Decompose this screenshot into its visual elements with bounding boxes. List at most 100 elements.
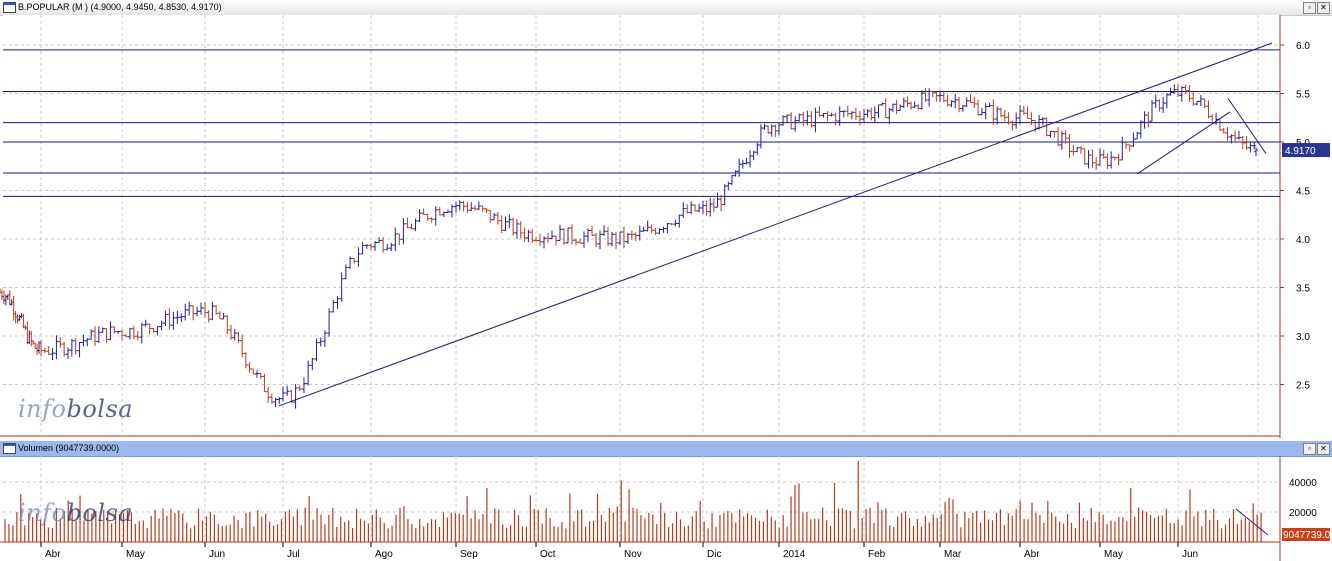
ohlc-bar	[488, 209, 493, 223]
ohlc-bar	[534, 236, 538, 243]
ohlc-bar	[1240, 135, 1245, 150]
ohlc-bar	[785, 114, 790, 123]
ohlc-bar	[833, 112, 838, 126]
price-plot-area	[3, 15, 1280, 436]
ohlc-bar	[393, 227, 398, 251]
x-axis-label: Oct	[540, 549, 556, 560]
ohlc-bar	[633, 232, 638, 242]
ohlc-bar	[108, 321, 113, 341]
ohlc-bar	[1014, 112, 1019, 129]
ohlc-bar	[801, 111, 806, 127]
price-chart[interactable]: 2.53.03.54.04.55.05.56.04.9170	[0, 15, 1332, 438]
ohlc-bar	[1124, 141, 1128, 150]
ohlc-bar	[210, 301, 215, 321]
last-price-label: 4.9170	[1285, 146, 1316, 157]
ohlc-bar	[199, 302, 204, 315]
ohlc-bar	[1090, 149, 1095, 168]
ohlc-bar	[781, 115, 786, 126]
x-axis-label: 2014	[783, 549, 806, 560]
ohlc-bar	[356, 247, 361, 267]
ohlc-bar	[335, 296, 340, 309]
ohlc-bar	[163, 310, 168, 326]
ohlc-bar	[1025, 106, 1030, 120]
ohlc-bar	[503, 216, 508, 231]
ohlc-bar	[1150, 99, 1154, 122]
ohlc-bar	[1229, 134, 1234, 144]
ohlc-bar	[314, 338, 319, 362]
ohlc-bar-last	[1254, 147, 1258, 157]
volume-chart[interactable]: 20000 40000 9047739.0 Abr May Jun Jul Ago Sep Oct…	[0, 456, 1332, 561]
ohlc-bar	[797, 113, 802, 122]
ohlc-bar	[1010, 120, 1015, 131]
ohlc-bar	[258, 372, 263, 380]
ohlc-bar	[433, 206, 438, 226]
close-button[interactable]: ✕	[1317, 2, 1330, 14]
ohlc-bar	[594, 233, 598, 248]
price-tick-label: 6.0	[1296, 41, 1310, 52]
ohlc-bar	[441, 211, 446, 218]
ohlc-bar	[167, 308, 172, 330]
ohlc-bar	[938, 90, 942, 102]
price-tick-label: 3.5	[1296, 284, 1310, 295]
ohlc-bar	[50, 347, 55, 361]
ohlc-bar	[1082, 148, 1087, 165]
ohlc-bar	[369, 243, 373, 251]
price-tick-label: 4.5	[1296, 187, 1310, 198]
ohlc-bar	[809, 111, 814, 128]
ohlc-bar	[841, 110, 846, 118]
ohlc-bar	[461, 200, 466, 212]
minimize-button[interactable]: ▫	[1303, 443, 1316, 455]
ohlc-bar	[85, 338, 90, 347]
ohlc-bar	[183, 303, 188, 321]
ohlc-bar	[484, 208, 489, 213]
x-axis-label: Mar	[944, 549, 962, 560]
ohlc-bar	[665, 222, 670, 234]
x-axis-label: Dic	[707, 549, 721, 560]
ohlc-bar	[1086, 149, 1091, 169]
ohlc-bar	[1157, 99, 1162, 112]
ohlc-bar	[554, 235, 558, 246]
ohlc-bar	[1006, 112, 1011, 125]
trendline	[1227, 98, 1267, 154]
ohlc-bar	[151, 327, 156, 333]
ohlc-bar	[123, 334, 128, 338]
ohlc-bar	[817, 105, 822, 117]
ohlc-bar	[46, 346, 51, 356]
ohlc-bar	[289, 389, 294, 403]
ohlc-bar	[385, 243, 390, 251]
minimize-button[interactable]: ▫	[1303, 2, 1316, 14]
ohlc-bar	[629, 230, 634, 240]
ohlc-bar	[360, 241, 365, 255]
volume-panel-title: Volumen (9047739.0000)	[18, 443, 120, 453]
ohlc-bar	[514, 219, 519, 239]
ohlc-bar	[995, 106, 1000, 125]
ohlc-bar	[301, 377, 306, 394]
trendline	[1136, 111, 1231, 175]
ohlc-bar	[58, 337, 63, 348]
ohlc-bar	[499, 215, 504, 234]
ohlc-bar	[1221, 127, 1226, 134]
ohlc-bar	[81, 334, 86, 347]
ohlc-bar	[66, 347, 70, 359]
ohlc-bar	[54, 335, 59, 359]
x-axis-label: Jul	[287, 549, 300, 560]
ohlc-bar	[232, 329, 237, 341]
ohlc-bar	[96, 326, 101, 343]
ohlc-bar	[155, 326, 160, 336]
ohlc-bar	[813, 107, 818, 133]
last-price-badge	[1282, 143, 1330, 158]
volume-tick-label: 20000	[1289, 508, 1317, 519]
infobolsa-logo: infobolsa	[18, 499, 134, 527]
price-tick-label: 2.5	[1296, 381, 1310, 392]
ohlc-bar	[590, 225, 594, 236]
ohlc-bar	[1078, 146, 1083, 154]
ohlc-bar	[1179, 86, 1184, 102]
ohlc-bar	[389, 242, 394, 252]
close-button[interactable]: ✕	[1317, 443, 1330, 455]
ohlc-bar	[454, 202, 458, 213]
trendline	[278, 42, 1273, 407]
ohlc-bar	[606, 226, 610, 246]
ohlc-bar	[1059, 131, 1064, 150]
ohlc-bar	[120, 329, 124, 341]
x-axis-label: Jun	[1182, 549, 1198, 560]
